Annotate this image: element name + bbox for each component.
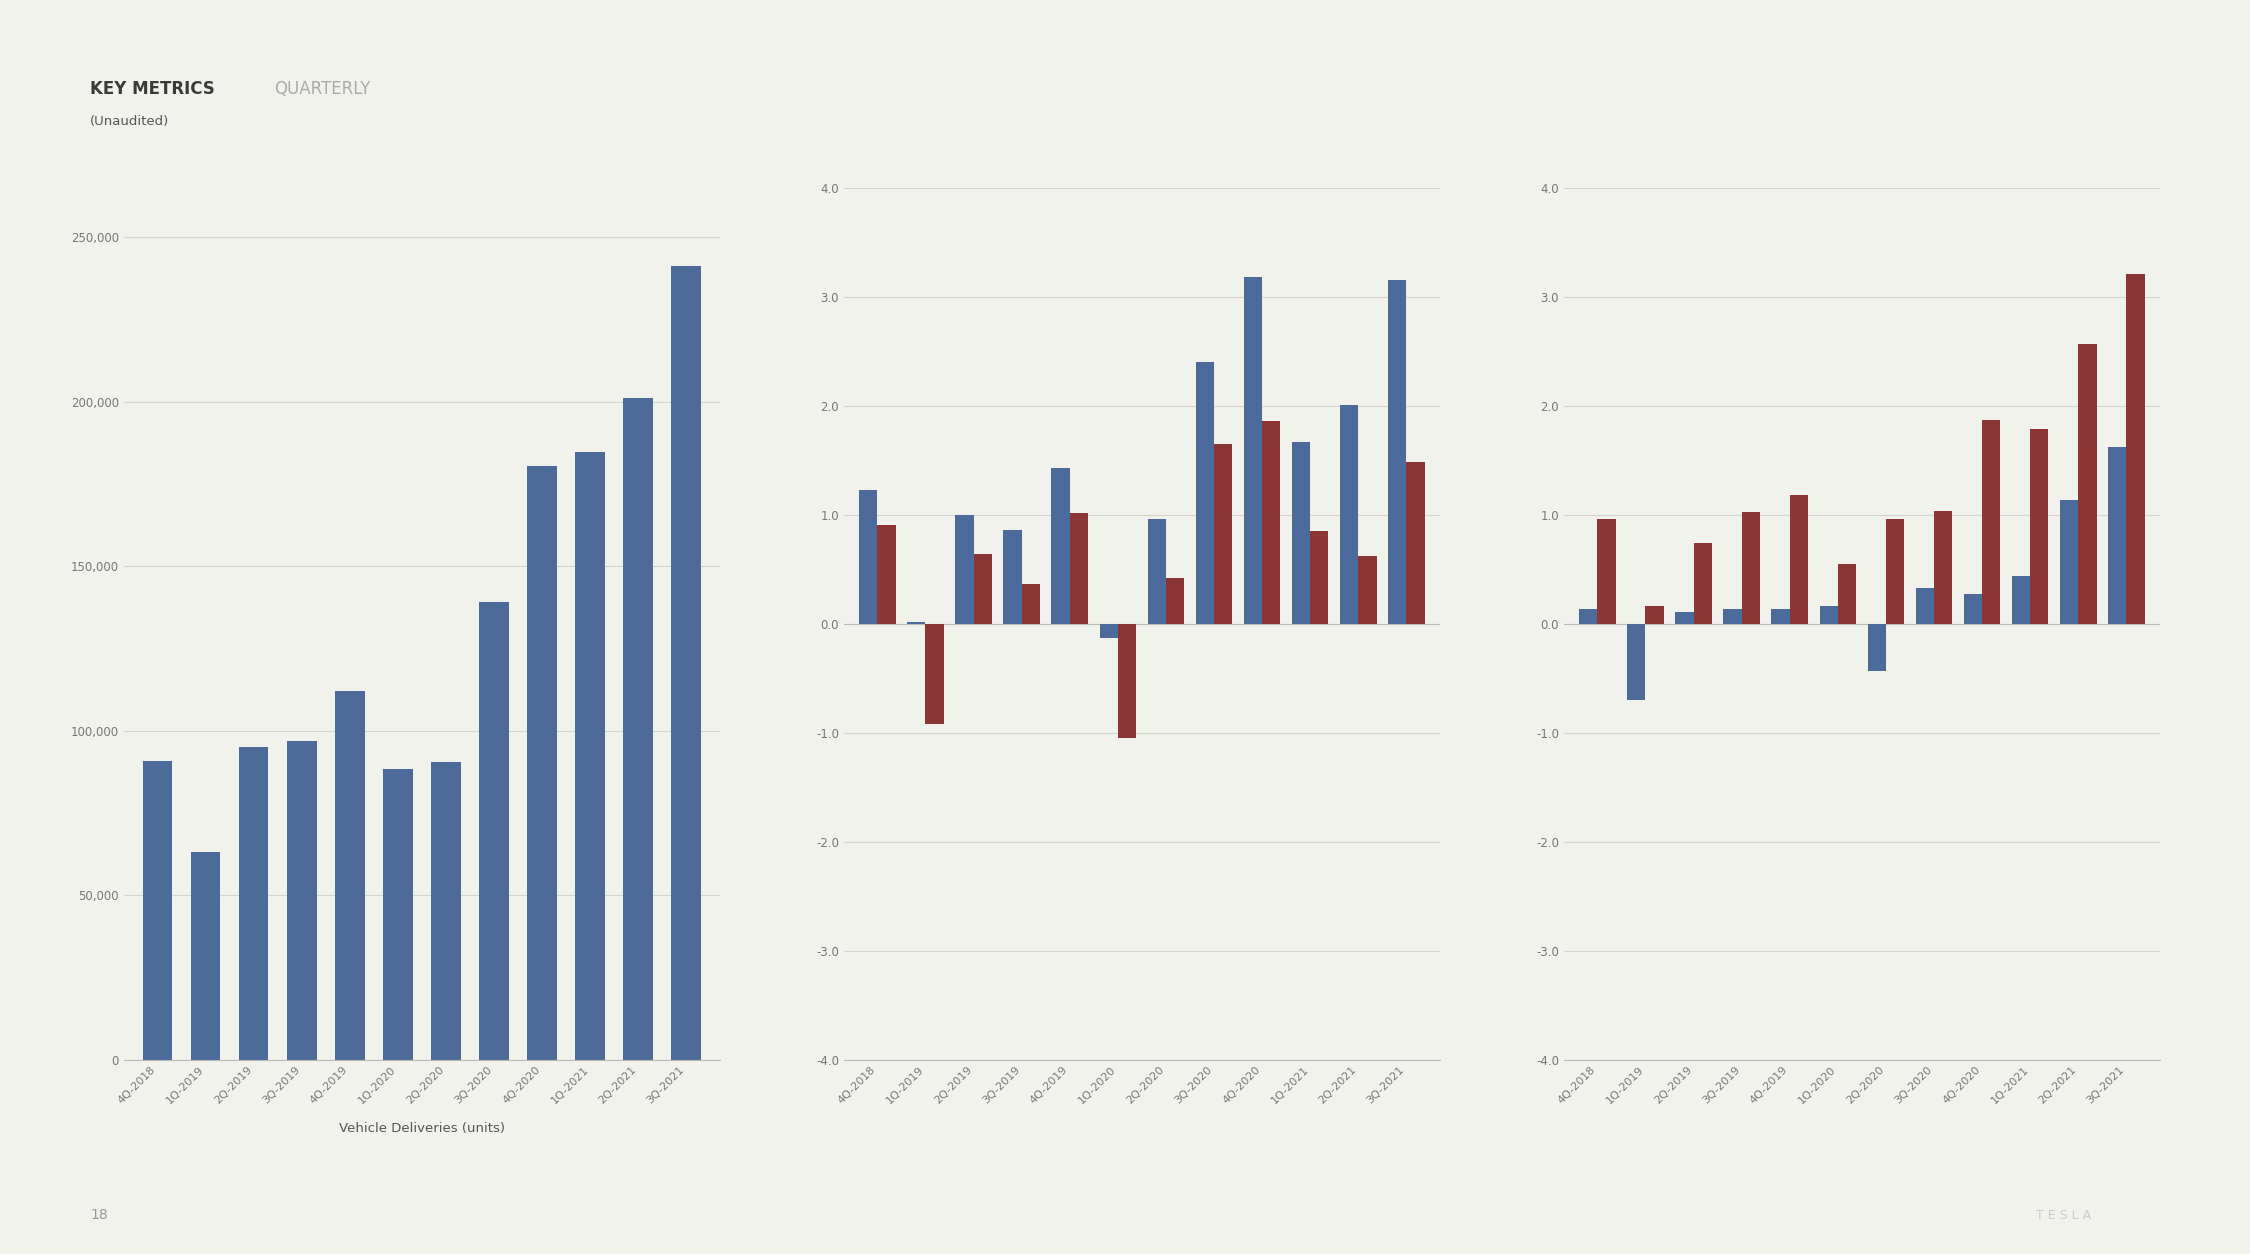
Bar	[1838, 564, 1856, 624]
Bar	[1886, 519, 1904, 624]
Bar	[1868, 624, 1886, 671]
Bar	[286, 741, 317, 1060]
Text: KEY METRICS: KEY METRICS	[90, 80, 214, 98]
Bar	[238, 746, 268, 1060]
Bar	[2030, 429, 2048, 624]
Bar	[1915, 588, 1935, 624]
Bar	[878, 524, 896, 624]
Bar	[1964, 594, 1982, 624]
Bar	[1004, 530, 1022, 624]
X-axis label: Vehicle Deliveries (units): Vehicle Deliveries (units)	[340, 1122, 504, 1135]
Bar	[1789, 495, 1809, 624]
Bar	[2079, 344, 2097, 624]
Bar	[1310, 532, 1328, 624]
Bar	[432, 761, 461, 1060]
Bar	[925, 624, 943, 724]
Text: 18: 18	[90, 1208, 108, 1221]
Bar	[576, 451, 605, 1060]
Bar	[1982, 420, 2000, 624]
Bar	[1215, 444, 1233, 624]
Bar	[1022, 583, 1040, 624]
Bar	[1051, 468, 1069, 624]
Bar	[1724, 608, 1742, 624]
Bar	[623, 398, 652, 1060]
Bar	[1292, 441, 1310, 624]
Bar	[1100, 624, 1118, 638]
Bar	[1935, 510, 1953, 624]
Bar	[191, 853, 220, 1060]
Text: QUARTERLY: QUARTERLY	[274, 80, 371, 98]
Bar	[2108, 448, 2126, 624]
Bar	[860, 490, 878, 624]
Bar	[1148, 519, 1166, 624]
Bar	[2012, 576, 2030, 624]
Bar	[1627, 624, 1645, 700]
Bar	[907, 622, 925, 624]
Bar	[526, 465, 558, 1060]
Bar	[1244, 277, 1262, 624]
Bar	[1645, 607, 1663, 624]
Bar	[1406, 461, 1424, 624]
Text: T E S L A: T E S L A	[2036, 1209, 2092, 1221]
Bar	[1118, 624, 1136, 739]
Bar	[1359, 557, 1377, 624]
Bar	[1341, 405, 1359, 624]
Bar	[2126, 275, 2144, 624]
Bar	[1676, 612, 1694, 624]
Bar	[1771, 608, 1789, 624]
Bar	[1694, 543, 1712, 624]
Bar	[1742, 512, 1760, 624]
Bar	[1388, 280, 1406, 624]
Bar	[956, 515, 974, 624]
Bar	[1166, 578, 1184, 624]
Bar	[142, 761, 173, 1060]
Bar	[1195, 362, 1215, 624]
Bar	[479, 602, 508, 1060]
Bar	[974, 554, 992, 624]
Bar	[335, 691, 364, 1060]
Bar	[1598, 519, 1616, 624]
Bar	[382, 769, 412, 1060]
Bar	[1820, 607, 1838, 624]
Bar	[1069, 513, 1089, 624]
Bar	[670, 266, 702, 1060]
Bar	[1262, 421, 1280, 624]
Text: (Unaudited): (Unaudited)	[90, 115, 169, 128]
Bar	[2061, 499, 2079, 624]
Bar	[1580, 608, 1598, 624]
